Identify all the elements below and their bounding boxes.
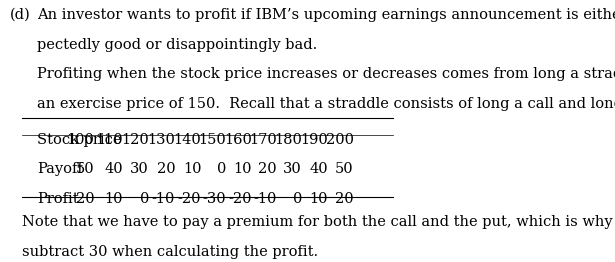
- Text: Payoff: Payoff: [37, 162, 83, 177]
- Text: 20: 20: [258, 162, 277, 177]
- Text: 0: 0: [140, 192, 149, 206]
- Text: Profit: Profit: [37, 192, 79, 206]
- Text: 110: 110: [95, 133, 123, 147]
- Text: 20: 20: [157, 162, 175, 177]
- Text: pectedly good or disappointingly bad.: pectedly good or disappointingly bad.: [37, 38, 317, 52]
- Text: 50: 50: [76, 162, 95, 177]
- Text: 180: 180: [274, 133, 302, 147]
- Text: 10: 10: [310, 192, 328, 206]
- Text: Stock price: Stock price: [37, 133, 122, 147]
- Text: 0: 0: [217, 162, 226, 177]
- Text: 160: 160: [224, 133, 252, 147]
- Text: -20: -20: [228, 192, 252, 206]
- Text: 50: 50: [335, 162, 354, 177]
- Text: 20: 20: [76, 192, 95, 206]
- Text: 0: 0: [293, 192, 302, 206]
- Text: -10: -10: [152, 192, 175, 206]
- Text: 20: 20: [335, 192, 354, 206]
- Text: 30: 30: [284, 162, 302, 177]
- Text: -30: -30: [203, 192, 226, 206]
- Text: -10: -10: [253, 192, 277, 206]
- Text: 10: 10: [183, 162, 201, 177]
- Text: An investor wants to profit if IBM’s upcoming earnings announcement is either un: An investor wants to profit if IBM’s upc…: [37, 8, 615, 22]
- Text: Profiting when the stock price increases or decreases comes from long a straddle: Profiting when the stock price increases…: [37, 67, 615, 81]
- Text: 120: 120: [121, 133, 149, 147]
- Text: 10: 10: [105, 192, 123, 206]
- Text: (d): (d): [10, 8, 31, 22]
- Text: 130: 130: [147, 133, 175, 147]
- Text: subtract 30 when calculating the profit.: subtract 30 when calculating the profit.: [22, 245, 319, 259]
- Text: Note that we have to pay a premium for both the call and the put, which is why w: Note that we have to pay a premium for b…: [22, 215, 615, 229]
- Text: 10: 10: [233, 162, 252, 177]
- Text: 150: 150: [199, 133, 226, 147]
- Text: 40: 40: [104, 162, 123, 177]
- Text: 40: 40: [309, 162, 328, 177]
- Text: an exercise price of 150.  Recall that a straddle consists of long a call and lo: an exercise price of 150. Recall that a …: [37, 97, 615, 111]
- Text: 170: 170: [249, 133, 277, 147]
- Text: 200: 200: [325, 133, 354, 147]
- Text: -20: -20: [178, 192, 201, 206]
- Text: 190: 190: [300, 133, 328, 147]
- Text: 30: 30: [130, 162, 149, 177]
- Text: 100: 100: [67, 133, 95, 147]
- Text: 140: 140: [173, 133, 201, 147]
